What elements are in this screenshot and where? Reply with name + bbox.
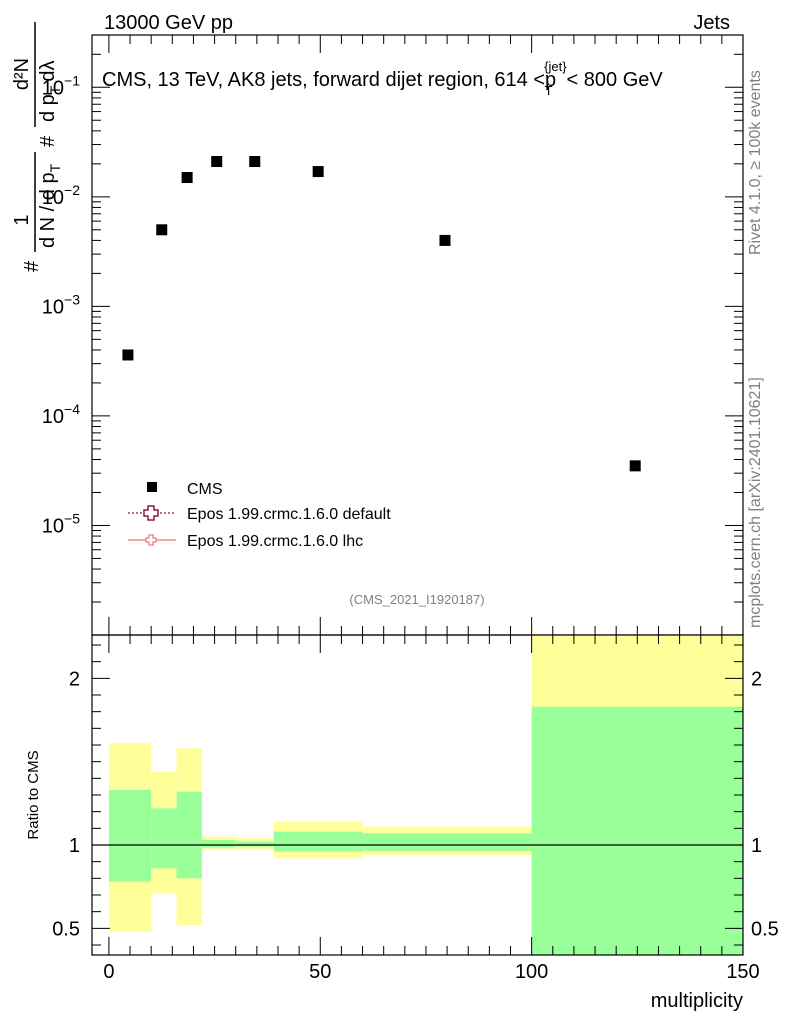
x-tick-label: 0 — [103, 961, 114, 983]
ratio-y-tick-label: 0.5 — [52, 918, 80, 940]
cms-data-point — [249, 156, 261, 168]
ylabel-hash2: # — [37, 135, 59, 147]
legend-marker-cms — [147, 482, 157, 492]
main-y-tick-label: 10−4 — [42, 401, 80, 428]
ratio-band-green — [235, 841, 274, 847]
cms-data-point — [439, 234, 451, 246]
header-right: Jets — [693, 12, 730, 34]
x-tick-label: 100 — [515, 961, 548, 983]
ratio-band-green — [151, 808, 177, 869]
cms-data-point — [312, 166, 324, 178]
rivet-label: Rivet 4.1.0, ≥ 100k events — [747, 70, 764, 255]
cms-data-point — [181, 172, 193, 184]
mcplots-label: mcplots.cern.ch [arXiv:2401.10621] — [747, 377, 764, 628]
ylabel-den2-sub: T — [47, 85, 63, 94]
main-data-points — [122, 156, 641, 472]
cms-data-point — [122, 349, 134, 361]
ratio-ylabel: Ratio to CMS — [25, 750, 42, 839]
ylabel-den-sub: T — [47, 163, 63, 172]
main-y-tick-label: 10−5 — [42, 510, 80, 537]
main-y-tick-label: 10−3 — [42, 291, 80, 318]
ylabel-den: d N / d p — [37, 172, 59, 248]
ratio-ticks: 0.5 0.5 1 1 2 2 0 50 100 150 — [52, 635, 779, 983]
main-y-tick-label: 10−2 — [42, 182, 80, 209]
svg-text:d N / d pT: d N / d pT — [37, 163, 63, 248]
ratio-y-tick-label: 2 — [69, 668, 80, 690]
legend-label-cms: CMS — [187, 481, 223, 498]
ratio-y-tick-label-right: 2 — [751, 668, 762, 690]
svg-text:d pTdλ: d pTdλ — [37, 61, 63, 123]
header-left: 13000 GeV pp — [104, 12, 233, 34]
legend-label-epos-default: Epos 1.99.crmc.1.6.0 default — [187, 506, 391, 523]
cms-data-point — [629, 460, 641, 472]
ylabel-one: 1 — [11, 214, 33, 225]
ratio-band-green — [176, 791, 202, 879]
main-y-ticks: 10−5 10−4 10−3 10−2 10−1 — [42, 35, 744, 636]
legend: CMS Epos 1.99.crmc.1.6.0 default Epos 1.… — [128, 481, 391, 550]
ylabel-den2-tail: dλ — [37, 61, 59, 82]
ratio-band-green — [108, 790, 152, 882]
ratio-band-green — [201, 840, 236, 848]
legend-marker-epos-lhc — [128, 534, 176, 546]
svg-text:#: # — [21, 260, 43, 272]
main-ylabel: # 1 d N / d pT # d²N d pTdλ — [11, 22, 63, 272]
ratio-y-tick-label-right: 0.5 — [751, 918, 779, 940]
ylabel-den2: d p — [37, 94, 59, 122]
ylabel-hash: # — [21, 260, 43, 272]
ylabel-num2: d²N — [11, 58, 33, 90]
ratio-band-green — [531, 706, 743, 955]
main-y-tick-label: 10−1 — [42, 72, 80, 99]
cms-data-point — [211, 156, 223, 168]
legend-label-epos-lhc: Epos 1.99.crmc.1.6.0 lhc — [187, 533, 363, 550]
x-tick-label: 50 — [309, 961, 331, 983]
ratio-bands — [108, 635, 743, 955]
ratio-y-tick-label-right: 1 — [751, 835, 762, 857]
ratio-xlabel: multiplicity — [651, 990, 743, 1012]
cms-data-point — [156, 224, 168, 236]
main-title: CMS, 13 TeV, AK8 jets, forward dijet reg… — [102, 59, 663, 98]
ratio-band-green — [362, 833, 532, 851]
ratio-y-tick-label: 1 — [69, 835, 80, 857]
legend-marker-epos-default — [128, 505, 176, 521]
x-tick-label: 150 — [726, 961, 759, 983]
ratio-band-green — [273, 831, 363, 852]
analysis-watermark: (CMS_2021_I1920187) — [349, 592, 484, 607]
